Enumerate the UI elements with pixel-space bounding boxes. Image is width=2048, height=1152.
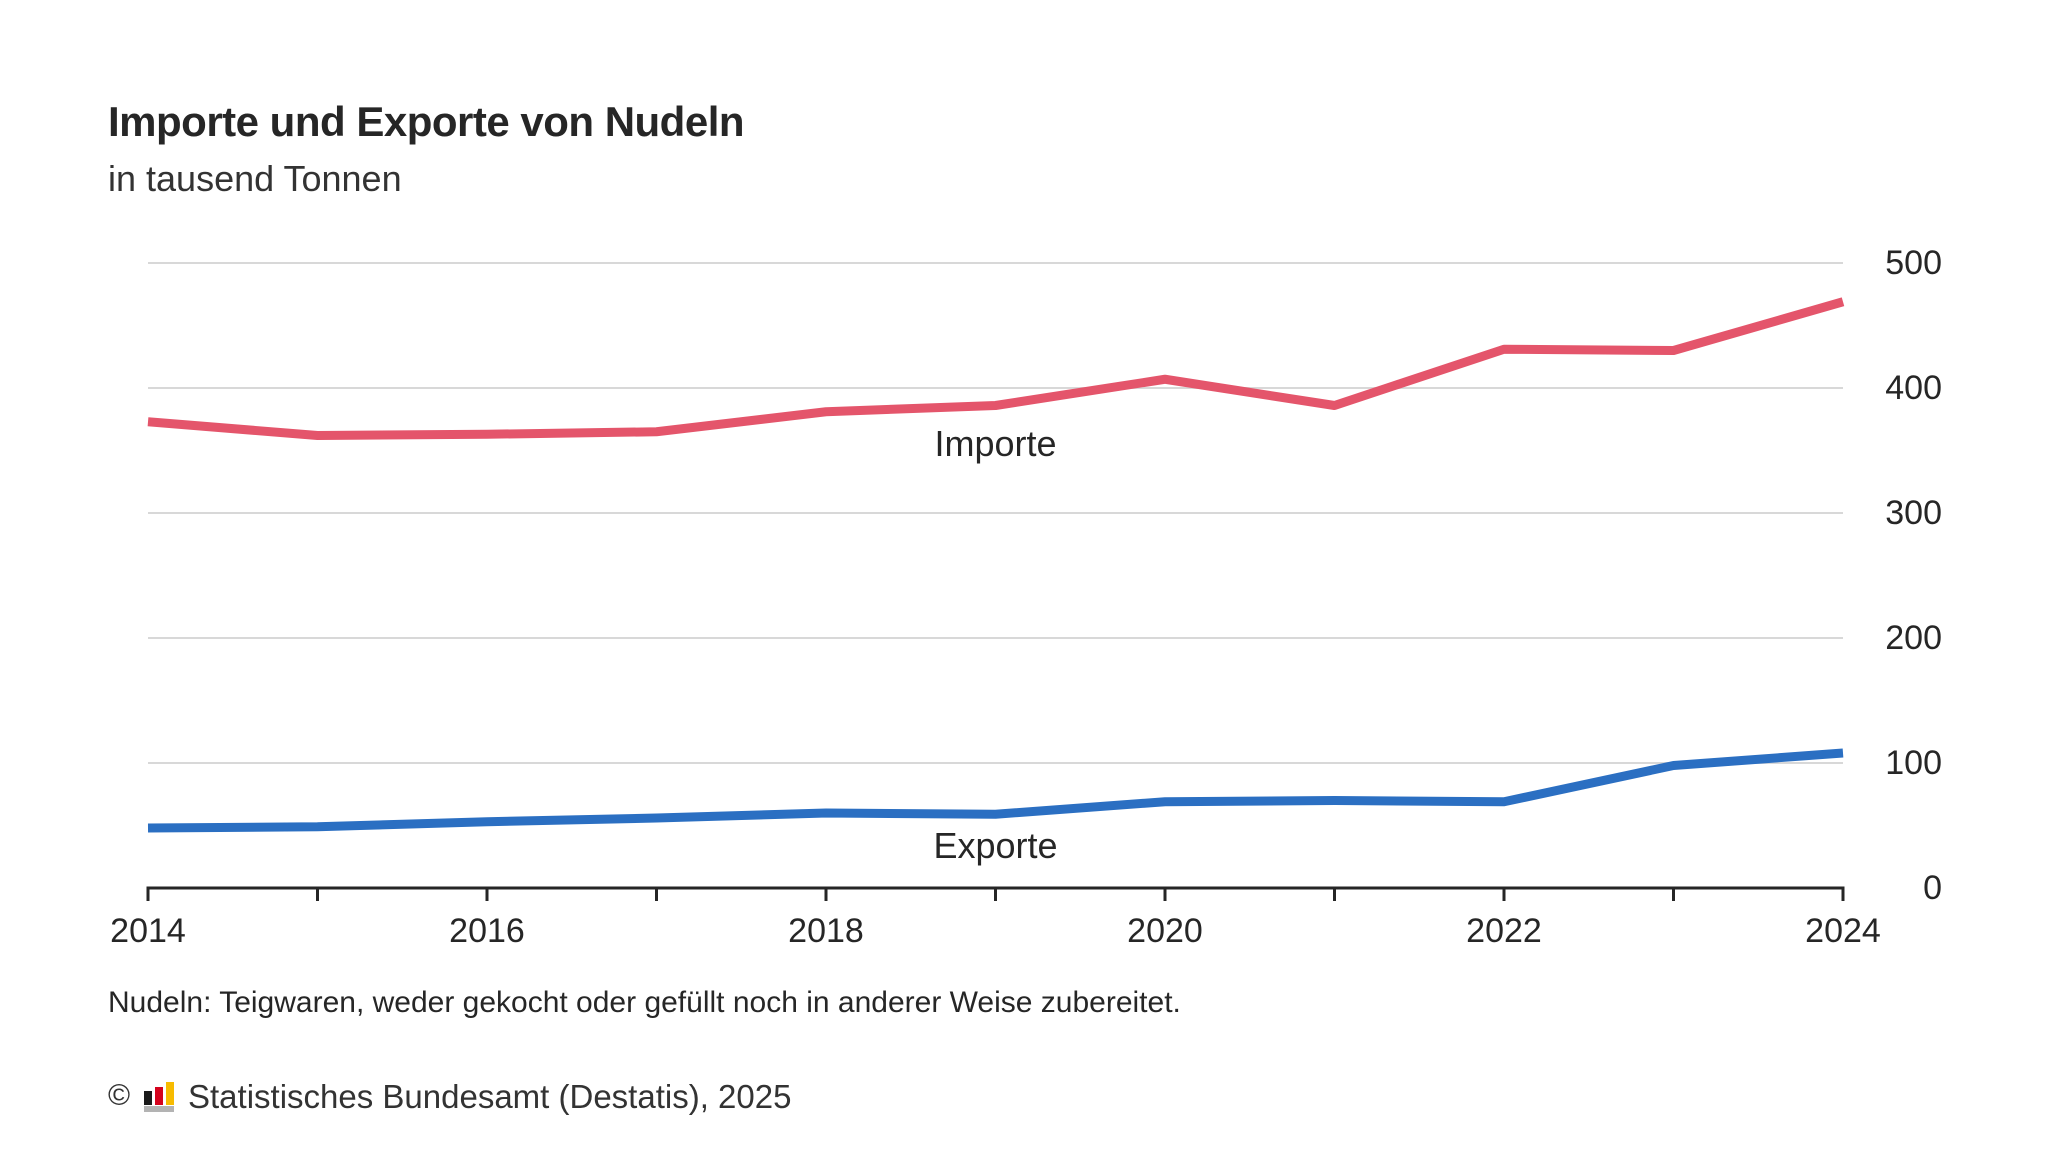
x-tick-label: 2022 [1466, 912, 1542, 950]
y-tick-label: 200 [1885, 619, 1942, 657]
y-tick-label: 300 [1885, 494, 1942, 532]
y-tick-label: 0 [1923, 869, 1942, 907]
chart-subtitle: in tausend Tonnen [108, 158, 402, 199]
footnote: Nudeln: Teigwaren, weder gekocht oder ge… [108, 986, 1181, 1019]
x-tick-label: 2024 [1805, 912, 1881, 950]
y-tick-label: 500 [1885, 244, 1942, 282]
line-importe [147, 297, 1845, 440]
logo-base [144, 1106, 174, 1112]
chart-title: Importe und Exporte von Nudeln [108, 98, 745, 145]
line-exporte [147, 748, 1844, 833]
x-tick-label: 2016 [449, 912, 525, 950]
logo-bar-red [155, 1087, 163, 1105]
x-tick-label: 2018 [788, 912, 864, 950]
series-label-importe: Importe [934, 422, 1057, 464]
y-tick-label: 100 [1885, 744, 1942, 782]
x-tick-label: 2014 [110, 912, 186, 950]
source-text: Statistisches Bundesamt (Destatis), 2025 [188, 1078, 792, 1115]
y-tick-label: 400 [1885, 369, 1942, 407]
series-label-exporte: Exporte [933, 825, 1058, 867]
x-tick-label: 2020 [1127, 912, 1203, 950]
copyright-symbol: © [108, 1079, 131, 1112]
destatis-bar-chart-logo-icon [144, 1080, 178, 1112]
logo-bar-black [144, 1091, 152, 1105]
logo-bar-gold [166, 1082, 174, 1105]
